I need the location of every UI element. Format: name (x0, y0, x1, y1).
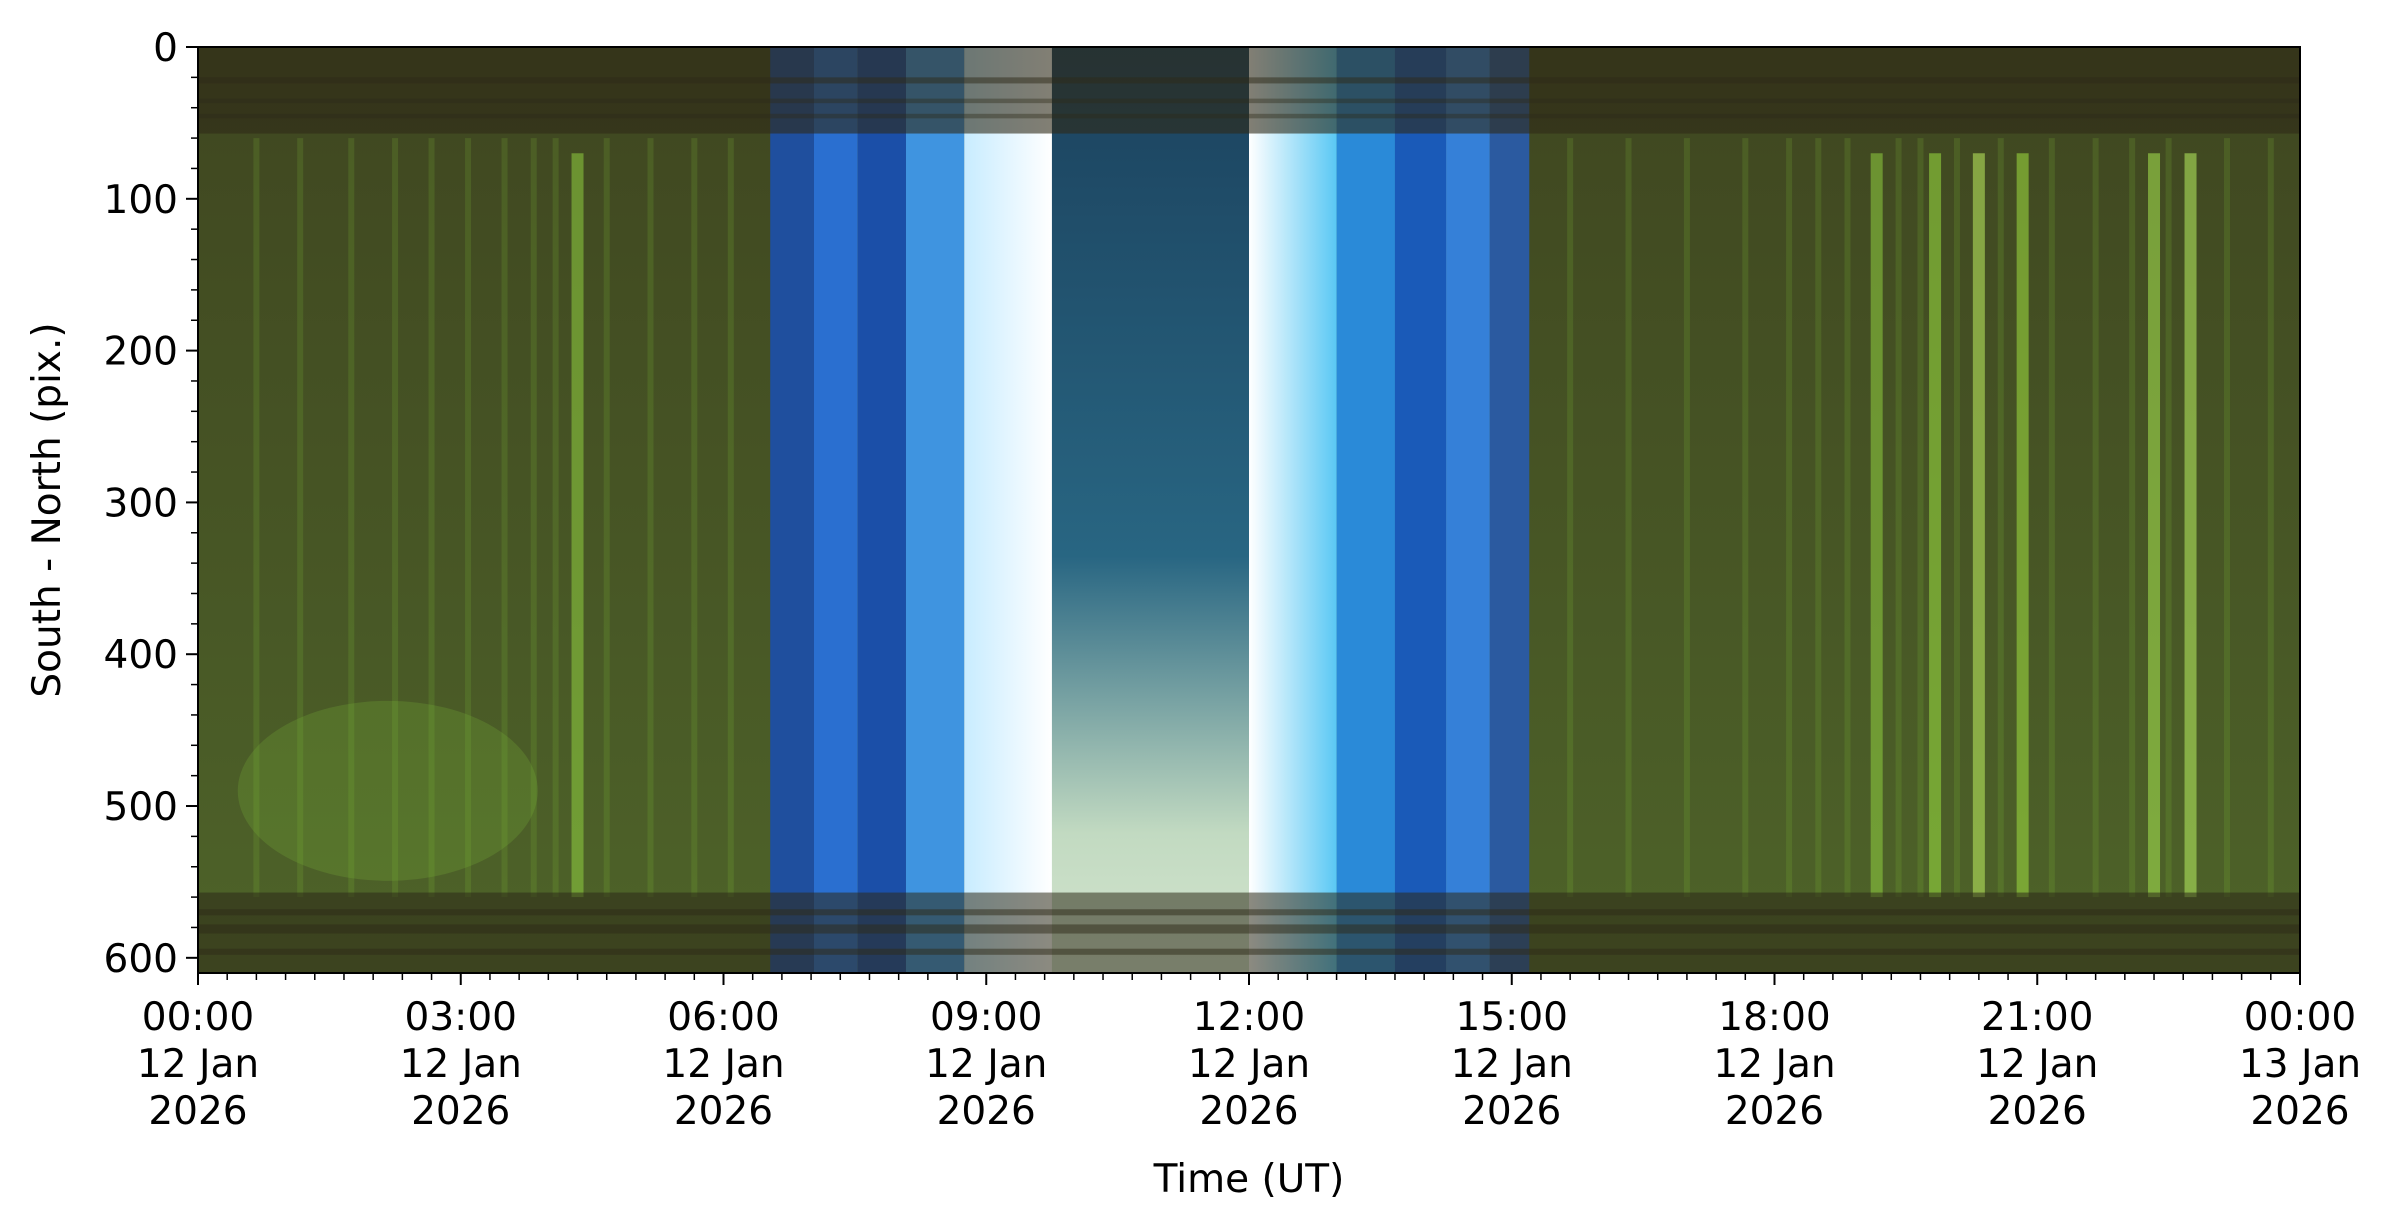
daylight-segment (1446, 47, 1490, 973)
aurora-streak (1625, 138, 1632, 898)
y-tick-label: 100 (104, 178, 178, 223)
x-tick-label: 03:00 (405, 995, 517, 1040)
aurora-streak (501, 138, 508, 898)
edge-band (198, 77, 2300, 84)
x-tick-label: 12 Jan (1451, 1042, 1573, 1087)
y-tick-label: 200 (104, 330, 178, 375)
x-tick-label: 15:00 (1456, 995, 1568, 1040)
daylight-segment (770, 47, 815, 973)
aurora-column (1929, 153, 1942, 898)
x-tick-label: 12 Jan (1976, 1042, 2098, 1087)
daylight-glow (964, 47, 1052, 973)
x-tick-label: 12:00 (1193, 995, 1305, 1040)
edge-band (198, 113, 2300, 119)
x-tick-label: 12 Jan (400, 1042, 522, 1087)
x-tick-label: 00:00 (142, 995, 254, 1040)
x-tick-label: 06:00 (667, 995, 779, 1040)
y-tick-label: 500 (104, 785, 178, 830)
x-tick-label: 12 Jan (137, 1042, 259, 1087)
aurora-streak (1815, 138, 1822, 898)
x-tick-label: 2026 (1988, 1089, 2087, 1134)
aurora-streak (1895, 138, 1902, 898)
aurora-streak (1742, 138, 1749, 898)
y-tick-label: 400 (104, 633, 178, 678)
aurora-streak (727, 138, 734, 898)
edge-band (198, 47, 2300, 134)
y-axis-label: South - North (pix.) (25, 322, 70, 697)
aurora-streak (2129, 138, 2136, 898)
aurora-streak (465, 138, 472, 898)
aurora-streak (603, 138, 610, 898)
aurora-streak (1567, 138, 1574, 898)
edge-band (198, 909, 2300, 916)
y-tick-label: 300 (104, 481, 178, 526)
aurora-streak (1953, 138, 1960, 898)
aurora-streak (2224, 138, 2231, 898)
y-axis: 0 100 200 300 400 500 600 (104, 26, 198, 982)
x-tick-label: 00:00 (2244, 995, 2356, 1040)
y-tick-label: 600 (104, 937, 178, 982)
aurora-streak (1997, 138, 2004, 898)
x-tick-label: 2026 (148, 1089, 247, 1134)
aurora-streak (2267, 138, 2274, 898)
x-tick-label: 2026 (1462, 1089, 1561, 1134)
x-tick-label: 18:00 (1718, 995, 1830, 1040)
aurora-streak (2092, 138, 2099, 898)
x-tick-label: 12 Jan (662, 1042, 784, 1087)
x-tick-label: 09:00 (930, 995, 1042, 1040)
aurora-streak (530, 138, 537, 898)
daylight-glow (1051, 47, 1249, 973)
x-tick-label: 12 Jan (925, 1042, 1047, 1087)
plot-area (198, 47, 2300, 973)
aurora-streak (1683, 138, 1690, 898)
aurora-streak (392, 138, 399, 898)
aurora-streak (297, 138, 304, 898)
daylight-segment (905, 47, 965, 973)
aurora-streak (1844, 138, 1851, 898)
aurora-streak (647, 138, 654, 898)
daylight-segment (1394, 47, 1447, 973)
x-axis-label: Time (UT) (1153, 1157, 1345, 1202)
aurora-streak (552, 138, 559, 898)
daylight-segment (857, 47, 906, 973)
x-tick-label: 2026 (937, 1089, 1036, 1134)
aurora-streak (348, 138, 355, 898)
daylight-segment (1489, 47, 1530, 973)
aurora-streak (1786, 138, 1793, 898)
daylight-glow (1249, 47, 1337, 973)
x-tick-label: 13 Jan (2239, 1042, 2361, 1087)
aurora-column (1972, 153, 1985, 898)
edge-band (198, 98, 2300, 104)
aurora-streak (253, 138, 260, 898)
x-tick-label: 12 Jan (1713, 1042, 1835, 1087)
aurora-diffuse (237, 700, 538, 881)
aurora-streak (691, 138, 698, 898)
daylight-segment (1336, 47, 1395, 973)
aurora-streak (428, 138, 435, 898)
aurora-column (2148, 153, 2161, 898)
x-tick-label: 2026 (2250, 1089, 2349, 1134)
y-tick-label: 0 (153, 26, 178, 71)
daylight-segment (814, 47, 858, 973)
aurora-column (571, 153, 584, 898)
edge-band (198, 924, 2300, 934)
x-tick-label: 2026 (1725, 1089, 1824, 1134)
aurora-streak (1917, 138, 1924, 898)
x-tick-label: 2026 (674, 1089, 773, 1134)
aurora-column (2016, 153, 2029, 898)
keogram-image (198, 47, 2300, 973)
aurora-column (1870, 153, 1883, 898)
aurora-streak (2048, 138, 2055, 898)
x-tick-label: 2026 (1199, 1089, 1298, 1134)
x-tick-label: 21:00 (1981, 995, 2093, 1040)
aurora-streak (2165, 138, 2172, 898)
x-tick-label: 12 Jan (1188, 1042, 1310, 1087)
edge-band (198, 948, 2300, 955)
aurora-column (2184, 153, 2197, 898)
x-tick-label: 2026 (411, 1089, 510, 1134)
